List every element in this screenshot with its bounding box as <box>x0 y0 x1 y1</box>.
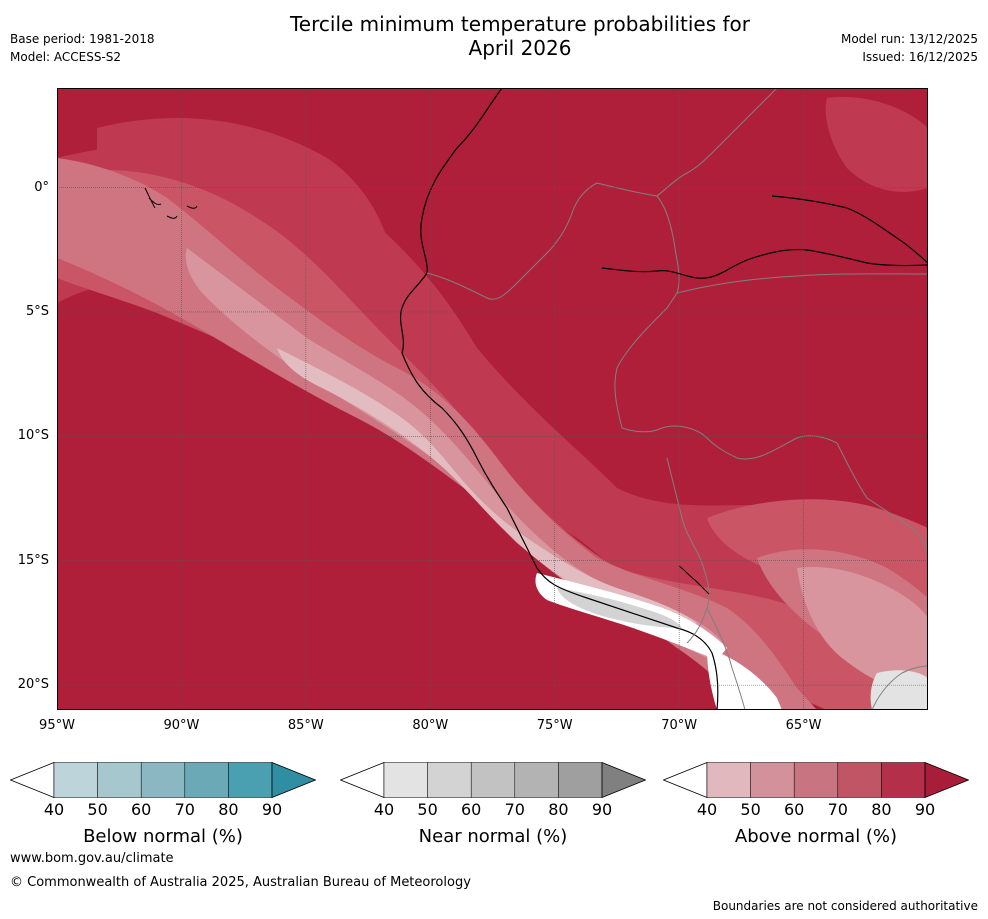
colorbar-below-tick-1: 50 <box>87 800 108 819</box>
colorbar-near-tick-0: 40 <box>373 800 395 819</box>
colorbar-above-over-triangle <box>924 762 969 798</box>
colorbar-above-tick-0: 40 <box>696 800 718 819</box>
border-line-5 <box>666 457 710 644</box>
lat-label-2: 10°S <box>17 428 49 444</box>
colorbar-below-tick-3: 70 <box>174 800 195 819</box>
colorbar-below-segment-4 <box>228 762 273 798</box>
border-line-3 <box>614 195 680 429</box>
lon-label-3: 80°W <box>412 718 449 733</box>
contour-above-80-north <box>97 118 387 249</box>
colorbar-below-segment-0 <box>53 762 98 798</box>
colorbar-near-segment-2 <box>470 762 516 798</box>
colorbar-near-title: Near normal (%) <box>418 826 568 847</box>
graticule <box>57 88 928 710</box>
lon-label-2: 85°W <box>287 718 324 733</box>
colorbar-below-tick-2: 60 <box>131 800 152 819</box>
colorbar-near-over-triangle <box>601 762 646 798</box>
colorbar-above <box>663 762 969 798</box>
base-period-text: Base period: 1981-2018 <box>10 32 155 46</box>
contour-above-50-se <box>797 567 928 698</box>
map-border <box>57 88 928 710</box>
colorbar-below-over-triangle <box>271 762 316 798</box>
colorbar-near-tick-1: 50 <box>417 800 438 819</box>
colorbar-near-tick-3: 70 <box>504 800 525 819</box>
colorbar-above-segment-0 <box>706 762 751 798</box>
lat-label-3: 15°S <box>17 552 49 568</box>
colorbar-above-tick-4: 80 <box>871 800 892 819</box>
colorbar-above-segment-1 <box>750 762 795 798</box>
disclaimer-text: Boundaries are not considered authoritat… <box>712 899 978 913</box>
lon-label-4: 75°W <box>536 718 573 733</box>
border-line-1 <box>426 182 658 300</box>
colorbar-above-under-triangle <box>663 762 708 798</box>
coastline <box>399 88 719 710</box>
colorbar-above-title: Above normal (%) <box>734 826 898 847</box>
lon-label-0: 95°W <box>39 718 75 733</box>
probability-map <box>57 88 928 710</box>
colorbar-below-tick-4: 80 <box>218 800 239 819</box>
river-amazon <box>601 248 928 279</box>
colorbar-near-tick-5: 90 <box>591 800 613 819</box>
colorbar-below-segment-3 <box>184 762 229 798</box>
contour-above-40 <box>277 348 697 633</box>
border-line-9 <box>871 665 928 710</box>
colorbar-below-title: Below normal (%) <box>83 826 243 847</box>
lon-label-1: 90°W <box>163 718 200 733</box>
model-text: Model: ACCESS-S2 <box>10 50 122 64</box>
colorbar-above-tick-5: 90 <box>914 800 936 819</box>
colorbar-above-segment-2 <box>793 762 839 798</box>
border-line-7 <box>706 607 746 710</box>
galapagos-islands <box>144 187 198 219</box>
contour-near-40-se <box>870 670 928 710</box>
colorbar-near-under-triangle <box>340 762 385 798</box>
colorbar-above-tick-3: 70 <box>827 800 848 819</box>
title-line-2: April 2026 <box>468 36 572 60</box>
colorbar-near-segment-1 <box>427 762 472 798</box>
colorbar-below-tick-5: 90 <box>261 800 283 819</box>
map-title: Tercile minimum temperature probabilitie… <box>220 12 820 60</box>
model-run-text: Model run: 13/12/2025 <box>840 32 978 46</box>
contour-above-50 <box>185 248 728 658</box>
colorbar-below-tick-0: 40 <box>43 800 65 819</box>
border-line-6 <box>836 442 928 559</box>
colorbar-near-tick-4: 80 <box>548 800 569 819</box>
colorbar-near-tick-2: 60 <box>461 800 482 819</box>
colorbar-near-segment-0 <box>383 762 428 798</box>
lat-label-4: 20°S <box>17 677 49 693</box>
colorbar-below-segment-2 <box>140 762 186 798</box>
lon-label-6: 65°W <box>785 718 822 733</box>
colorbar-above-segment-3 <box>837 762 882 798</box>
lon-label-5: 70°W <box>661 718 698 733</box>
copyright-text: © Commonwealth of Australia 2025, Austra… <box>10 875 471 890</box>
issued-text: Issued: 16/12/2025 <box>862 50 978 64</box>
map-panel <box>57 88 928 710</box>
website-text: www.bom.gov.au/climate <box>10 851 174 866</box>
border-line-4 <box>621 425 838 460</box>
contour-above-80-east <box>825 97 928 192</box>
colorbar-above-tick-2: 60 <box>784 800 805 819</box>
contour-white-south <box>707 648 782 710</box>
colorbar-above-tick-1: 50 <box>740 800 761 819</box>
border-line-2 <box>656 88 778 197</box>
colorbar-above-segment-4 <box>881 762 926 798</box>
colorbar-near-segment-4 <box>558 762 603 798</box>
colorbar-near-segment-3 <box>514 762 559 798</box>
colorbar-near <box>340 762 646 798</box>
border-line-8 <box>676 273 928 294</box>
title-line-1: Tercile minimum temperature probabilitie… <box>289 12 751 36</box>
colorbar-below-under-triangle <box>10 762 55 798</box>
colorbar-below-segment-1 <box>97 762 142 798</box>
river-upper <box>771 195 928 264</box>
header-meta-right: Model run: 13/12/2025 Issued: 16/12/2025 <box>841 30 978 66</box>
colorbar-below <box>10 762 316 798</box>
lat-label-1: 5°S <box>25 303 49 319</box>
header-meta-left: Base period: 1981-2018 Model: ACCESS-S2 <box>10 30 155 66</box>
lake-titicaca <box>678 565 710 595</box>
lat-label-0: 0° <box>34 179 49 195</box>
